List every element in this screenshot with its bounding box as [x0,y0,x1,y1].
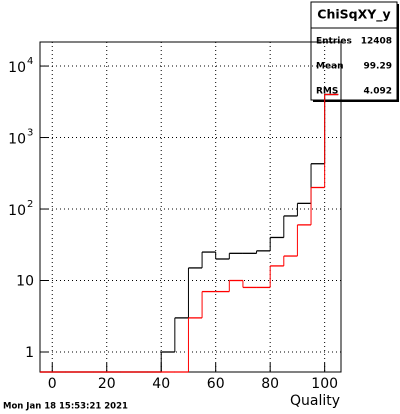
x-tick-label: 80 [261,376,279,392]
y-tick-exponent: 2 [27,199,33,210]
x-tick-label: 60 [207,376,225,392]
timestamp: Mon Jan 18 15:53:21 2021 [3,402,128,412]
stats-value: 99.29 [364,62,392,72]
x-tick-label: 20 [98,376,116,392]
x-tick-label: 40 [152,376,170,392]
y-tick-label: 1 [25,345,34,361]
x-axis-title: Quality [290,393,340,409]
y-tick-label: 10 [8,203,26,219]
y-tick-exponent: 4 [27,56,33,67]
y-tick-label: 10 [8,132,26,148]
stats-title: ChiSqXY_y [317,7,390,23]
y-tick-exponent: 3 [27,128,33,139]
stats-value: 4.092 [364,87,392,97]
stats-label: Mean [316,62,344,72]
stats-value: 12408 [361,37,392,47]
stats-label: RMS [316,87,338,97]
histogram-series [40,93,339,373]
plot-frame [39,41,342,373]
stats-frame [310,1,398,101]
y-tick-label: 10 [16,274,34,290]
y-tick-label: 10 [8,60,26,76]
x-tick-label: 100 [311,376,338,392]
x-tick-label: 0 [48,376,57,392]
